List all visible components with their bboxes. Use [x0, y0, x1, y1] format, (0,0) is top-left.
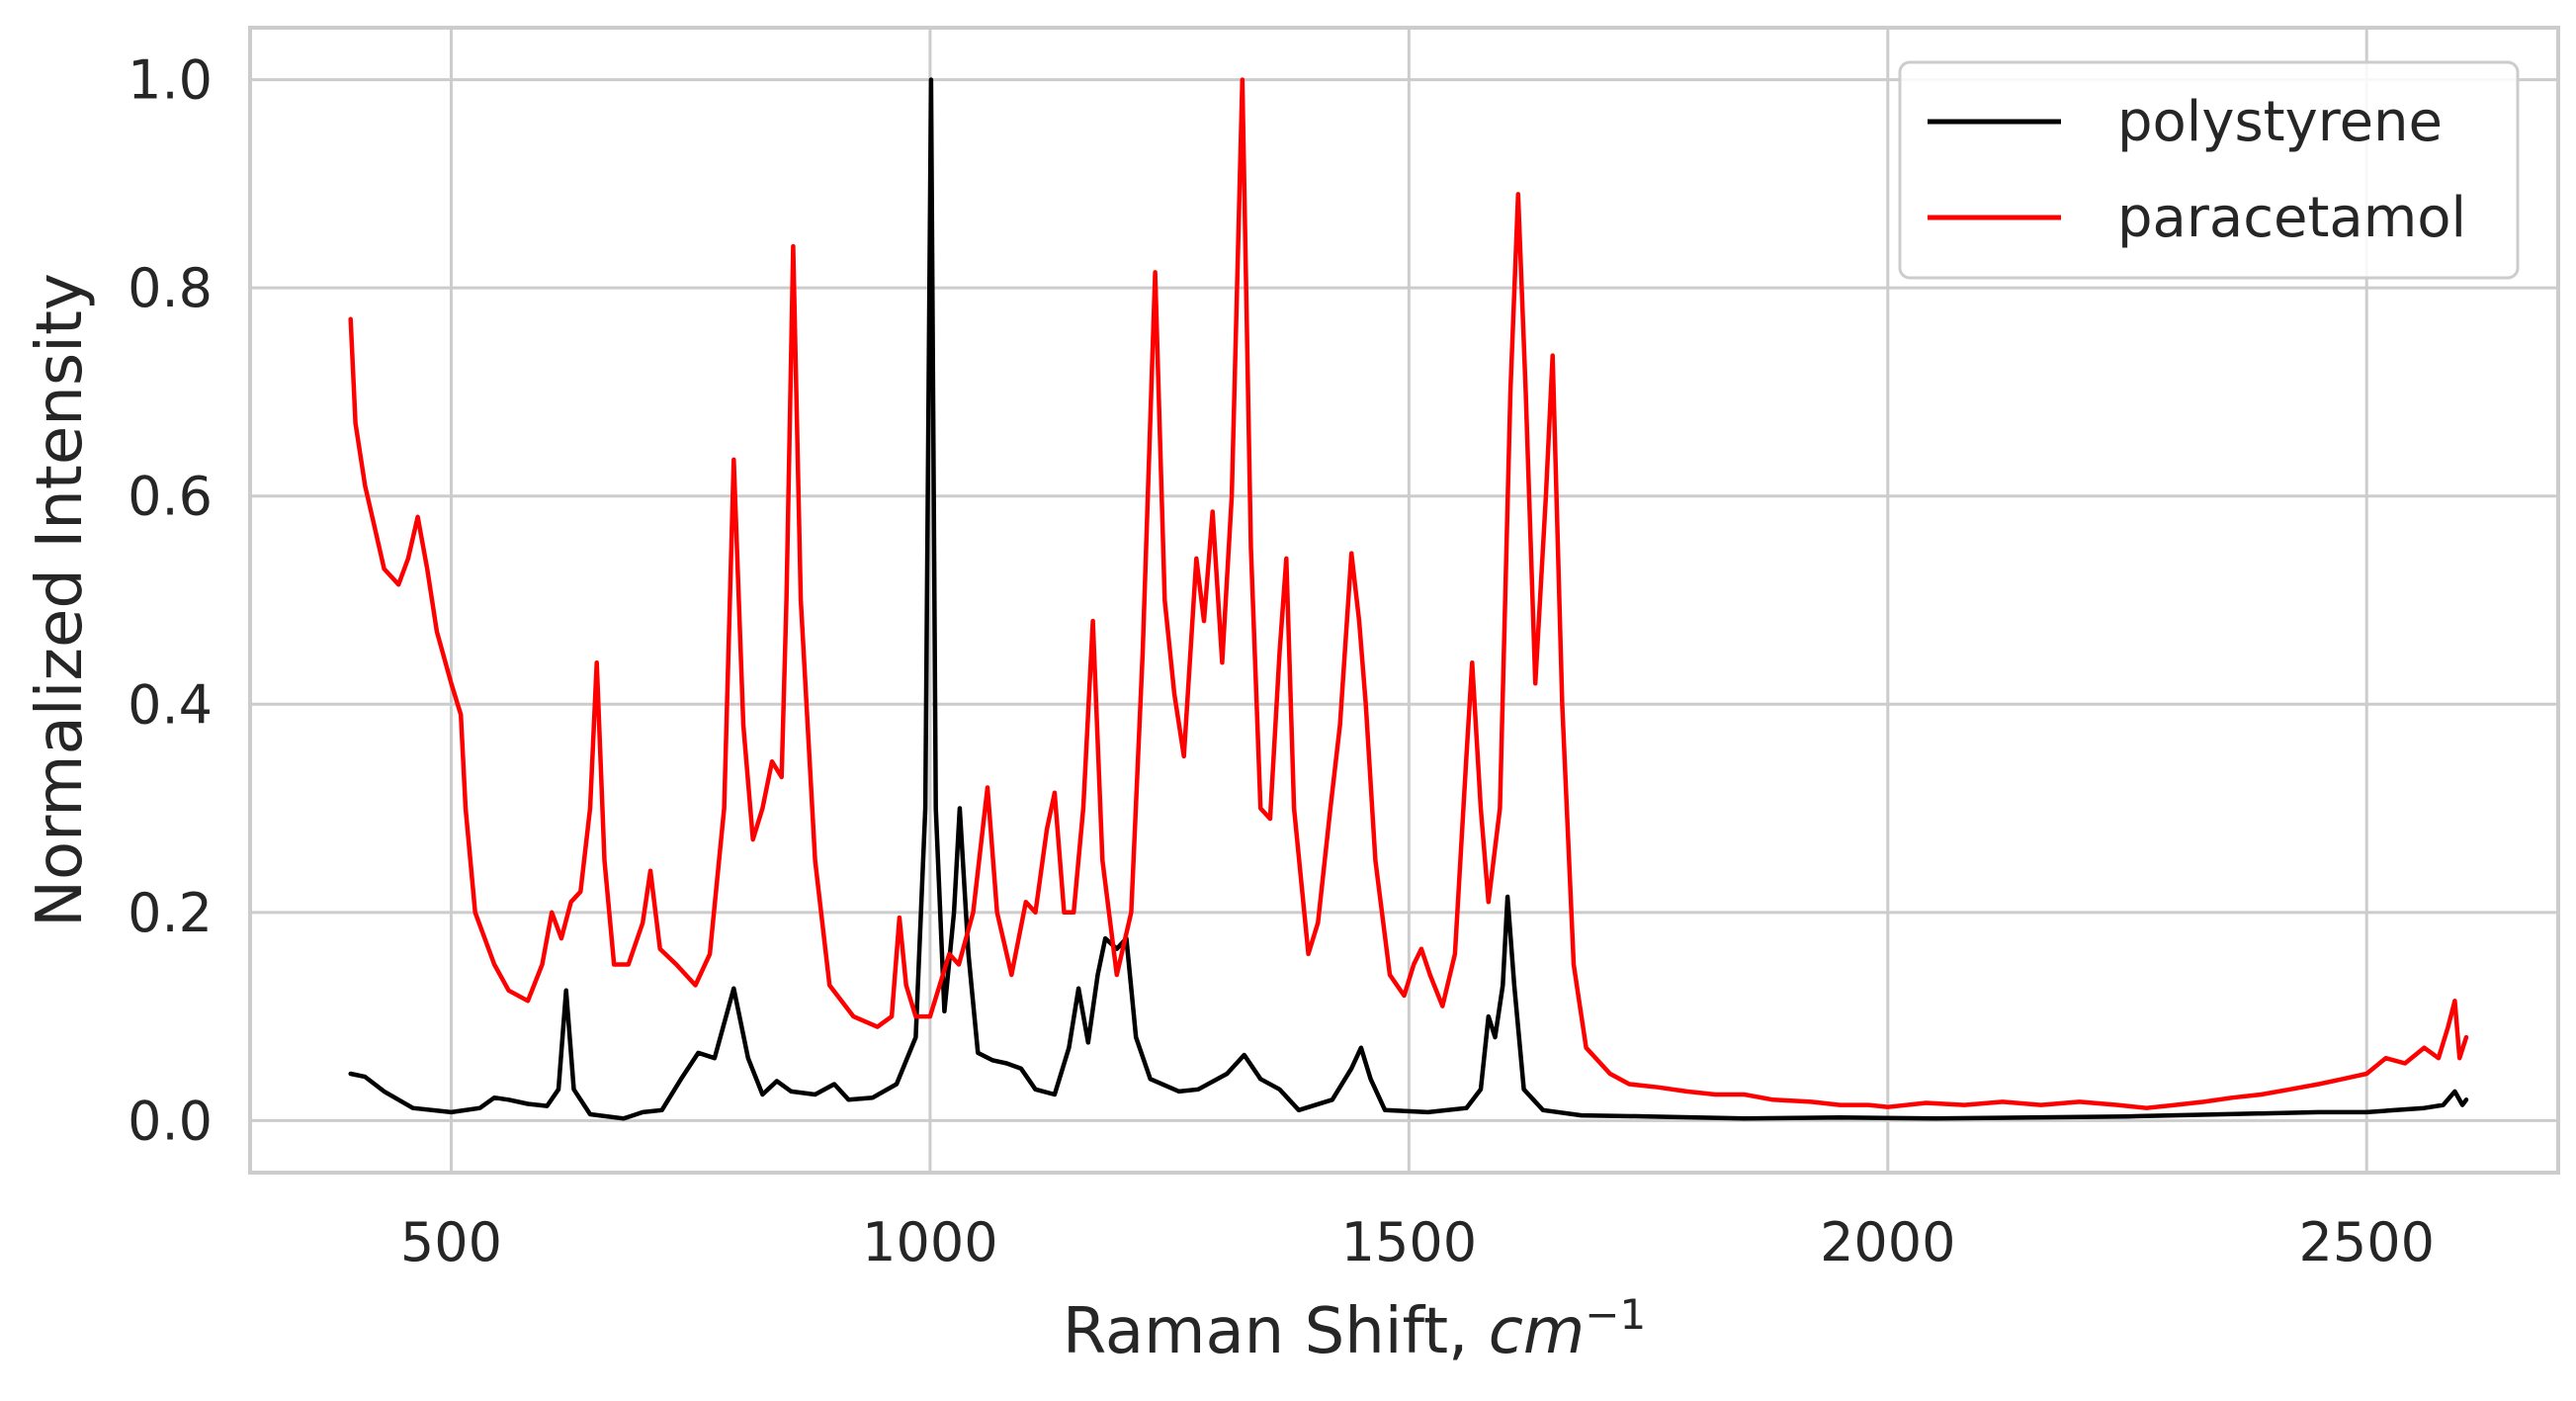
x-axis-title-text: Raman Shift,	[1063, 1295, 1489, 1368]
y-tick-labels: 0.0 0.2 0.4 0.6 0.8 1.0	[128, 49, 213, 1153]
x-tick-label: 500	[400, 1211, 502, 1273]
x-axis-title: Raman Shift, cm−1	[1063, 1290, 1646, 1369]
y-tick-label: 0.4	[128, 673, 213, 736]
y-tick-label: 0.8	[128, 257, 213, 319]
x-tick-label: 1000	[862, 1211, 997, 1273]
legend-label-paracetamol: paracetamol	[2117, 186, 2466, 250]
series-line-polystyrene	[348, 77, 2469, 1121]
y-tick-label: 0.0	[128, 1090, 213, 1152]
plot-frame	[248, 26, 2560, 1175]
x-tick-label: 1500	[1341, 1211, 1477, 1273]
x-tick-label: 2000	[1820, 1211, 1955, 1273]
series-layer	[348, 77, 2469, 1121]
legend-entries: polystyrene paracetamol	[1928, 90, 2466, 250]
x-axis-unit: cm	[1489, 1295, 1586, 1368]
x-tick-labels: 500 1000 1500 2000 2500	[400, 1211, 2435, 1273]
y-tick-label: 0.2	[128, 882, 213, 944]
legend-box	[1898, 60, 2520, 280]
series-line-paracetamol	[348, 77, 2469, 1110]
x-tick-label: 2500	[2299, 1211, 2435, 1273]
legend: polystyrene paracetamol	[1898, 60, 2520, 280]
x-axis-exponent: −1	[1585, 1290, 1646, 1339]
legend-label-polystyrene: polystyrene	[2117, 90, 2443, 154]
y-axis-title: Normalized Intensity	[24, 273, 97, 927]
y-tick-label: 0.6	[128, 466, 213, 528]
y-tick-label: 1.0	[128, 49, 213, 112]
grid-lines	[250, 28, 2558, 1173]
